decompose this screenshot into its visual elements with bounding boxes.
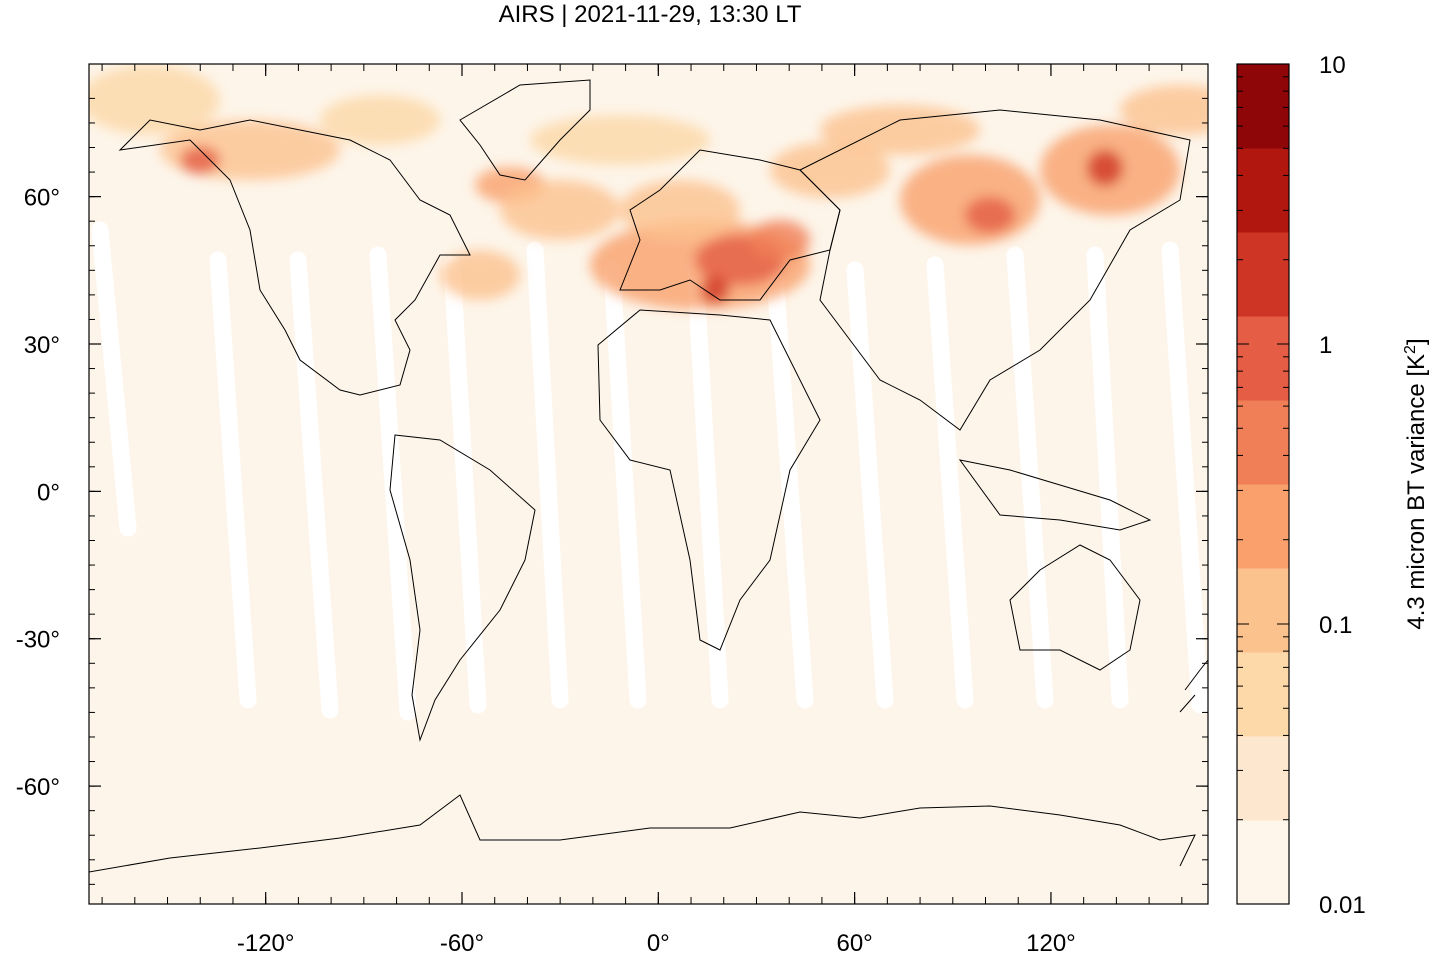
swath-gap	[443, 256, 487, 714]
colorbar-band	[1237, 400, 1289, 485]
variance-blob	[620, 180, 740, 240]
colorbar-band	[1237, 652, 1289, 737]
variance-blob	[89, 65, 220, 135]
variance-blob	[320, 95, 440, 145]
colorbar-ticks	[1237, 76, 1289, 905]
variance-hotspots	[89, 65, 1208, 310]
maritime-coast	[958, 459, 1152, 531]
colorbar-band	[1237, 232, 1289, 317]
swath-gap	[369, 246, 417, 721]
swath-gap	[926, 256, 974, 709]
variance-blob	[965, 197, 1015, 233]
colorbar-frame	[1236, 63, 1290, 905]
africa-coast	[597, 309, 821, 651]
south-america-coast	[389, 434, 536, 742]
colorbar-tick-label: 1	[1319, 332, 1332, 359]
y-tick-labels: 60° 30° 0° -30° -60°	[16, 185, 60, 801]
greenland-coast	[459, 79, 591, 181]
colorbar-band	[1237, 736, 1289, 821]
map-area	[89, 64, 1208, 904]
y-tick-label: -30°	[16, 627, 60, 654]
colorbar-label: 4.3 micron BT variance [K2]	[1402, 338, 1430, 629]
colorbar-tick-label: 10	[1319, 52, 1346, 79]
swath-gap	[686, 256, 729, 709]
swath-gap	[209, 251, 257, 709]
swath-gap	[289, 251, 339, 719]
variance-blob	[440, 250, 520, 300]
variance-blob	[750, 220, 810, 260]
australia-coast	[1009, 544, 1141, 671]
swath-gap	[526, 241, 569, 709]
x-tick-labels: -120° -60° 0° 60° 120°	[237, 930, 1076, 954]
antarctica-coast	[89, 794, 1196, 873]
swath-gap	[1161, 241, 1208, 714]
map-title: AIRS | 2021-11-29, 13:30 LT	[499, 1, 802, 28]
swath-gap	[603, 261, 647, 709]
variance-blob	[1087, 150, 1123, 186]
asia-coast	[799, 109, 1191, 431]
variance-blob	[530, 115, 710, 165]
variance-blob	[770, 142, 890, 198]
x-tick-label: 60°	[836, 930, 872, 954]
colorbar-band	[1237, 64, 1289, 149]
variance-blob	[180, 146, 220, 174]
swath-gap	[846, 261, 894, 709]
x-tick-label: -60°	[440, 930, 484, 954]
x-tick-label: 0°	[647, 930, 670, 954]
x-tick-label: -120°	[237, 930, 295, 954]
x-tick-label: 120°	[1026, 930, 1076, 954]
swath-gap	[91, 221, 137, 537]
variance-blob	[701, 276, 729, 304]
colorbar-band	[1237, 568, 1289, 653]
variance-blob	[900, 155, 1040, 245]
colorbar-band	[1237, 820, 1289, 905]
variance-blob	[820, 105, 980, 155]
north-america-coast	[118, 119, 471, 396]
map-ticks	[89, 64, 1208, 904]
y-tick-label: 60°	[24, 185, 60, 212]
colorbar	[1237, 64, 1289, 905]
colorbar-band	[1237, 316, 1289, 401]
colorbar-tick-labels: 10 1 0.1 0.01	[1319, 52, 1366, 919]
map-frame	[88, 63, 1209, 905]
swath-gap	[1006, 246, 1054, 709]
variance-blob	[500, 180, 620, 240]
y-tick-label: -60°	[16, 774, 60, 801]
y-tick-label: 0°	[37, 479, 60, 506]
colorbar-band	[1237, 484, 1289, 569]
colorbar-band	[1237, 148, 1289, 233]
swath-gaps	[91, 221, 1208, 721]
y-tick-label: 30°	[24, 332, 60, 359]
variance-blob	[1120, 85, 1208, 135]
colorbar-tick-label: 0.1	[1319, 612, 1352, 639]
colorbar-tick-label: 0.01	[1319, 892, 1366, 919]
swath-gap	[766, 266, 814, 709]
swath-gap	[1086, 246, 1129, 709]
